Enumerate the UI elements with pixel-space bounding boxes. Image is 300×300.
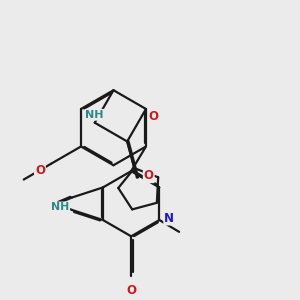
Text: O: O <box>126 284 136 297</box>
Text: O: O <box>144 169 154 182</box>
Text: NH: NH <box>51 202 69 212</box>
Text: O: O <box>149 110 159 123</box>
Text: N: N <box>164 212 174 224</box>
Text: O: O <box>35 164 45 177</box>
Text: NH: NH <box>85 110 104 120</box>
